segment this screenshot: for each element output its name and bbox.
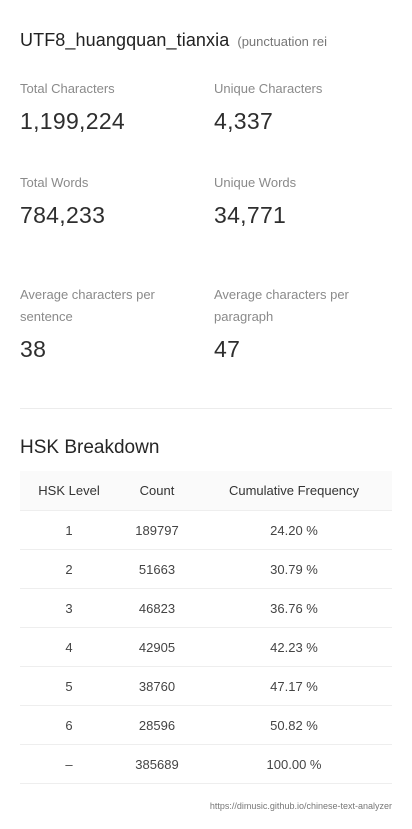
stat-value: 38 [20, 336, 47, 362]
table-header-row: HSK Level Count Cumulative Frequency [20, 471, 392, 511]
table-row: – 385689 100.00 % [20, 744, 392, 784]
title-row: UTF8_huangquan_tianxia (punctuation rei [20, 30, 392, 56]
stat-label-line2: paragraph [214, 309, 274, 324]
section-divider [20, 408, 392, 409]
stat-total-words: Total Words 784,233 [20, 172, 200, 229]
cell-cumulative-frequency: 36.76 % [196, 588, 392, 628]
stat-label-line1: Average characters per [214, 287, 349, 302]
stat-unique-characters: Unique Characters 4,337 [214, 78, 394, 135]
stat-avg-chars-paragraph: Average characters per paragraph 47 [214, 284, 394, 363]
table-row: 1 189797 24.20 % [20, 510, 392, 550]
column-header-cumulative-frequency[interactable]: Cumulative Frequency [196, 471, 392, 511]
cell-hsk-level: 1 [20, 510, 118, 550]
stat-unique-words: Unique Words 34,771 [214, 172, 394, 229]
document-subtitle: (punctuation rei [237, 34, 327, 49]
cell-hsk-level: 2 [20, 549, 118, 589]
column-header-hsk-level[interactable]: HSK Level [20, 471, 118, 511]
cell-cumulative-frequency: 100.00 % [196, 744, 392, 784]
cell-cumulative-frequency: 24.20 % [196, 510, 392, 550]
cell-cumulative-frequency: 47.17 % [196, 666, 392, 706]
cell-hsk-level: – [20, 744, 118, 784]
stat-value: 34,771 [214, 202, 287, 228]
cell-count: 42905 [118, 627, 196, 667]
stat-label-line1: Average characters per [20, 287, 155, 302]
document-title: UTF8_huangquan_tianxia [20, 30, 230, 50]
table-row: 6 28596 50.82 % [20, 705, 392, 745]
cell-count: 189797 [118, 510, 196, 550]
stat-value: 1,199,224 [20, 108, 126, 134]
table-row: 5 38760 47.17 % [20, 666, 392, 706]
cell-count: 51663 [118, 549, 196, 589]
cell-hsk-level: 4 [20, 627, 118, 667]
cell-hsk-level: 3 [20, 588, 118, 628]
cell-hsk-level: 5 [20, 666, 118, 706]
stat-value: 47 [214, 336, 241, 362]
cell-count: 28596 [118, 705, 196, 745]
table-row: 2 51663 30.79 % [20, 549, 392, 589]
column-header-count[interactable]: Count [118, 471, 196, 511]
footer-url: https://dimusic.github.io/chinese-text-a… [209, 801, 392, 811]
table-row: 4 42905 42.23 % [20, 627, 392, 667]
cell-count: 385689 [118, 744, 196, 784]
stat-label: Unique Characters [214, 81, 323, 96]
stat-avg-chars-sentence: Average characters per sentence 38 [20, 284, 200, 363]
cell-count: 46823 [118, 588, 196, 628]
cell-count: 38760 [118, 666, 196, 706]
hsk-table: HSK Level Count Cumulative Frequency 1 1… [20, 471, 392, 784]
stat-label: Unique Words [214, 175, 297, 190]
hsk-section-title: HSK Breakdown [20, 437, 160, 458]
cell-hsk-level: 6 [20, 705, 118, 745]
stat-value: 4,337 [214, 108, 274, 134]
stat-label: Total Words [20, 175, 89, 190]
table-row: 3 46823 36.76 % [20, 588, 392, 628]
stat-label: Total Characters [20, 81, 115, 96]
stat-total-characters: Total Characters 1,199,224 [20, 78, 200, 135]
cell-cumulative-frequency: 50.82 % [196, 705, 392, 745]
cell-cumulative-frequency: 30.79 % [196, 549, 392, 589]
stat-label-line2: sentence [20, 309, 73, 324]
cell-cumulative-frequency: 42.23 % [196, 627, 392, 667]
stat-value: 784,233 [20, 202, 106, 228]
